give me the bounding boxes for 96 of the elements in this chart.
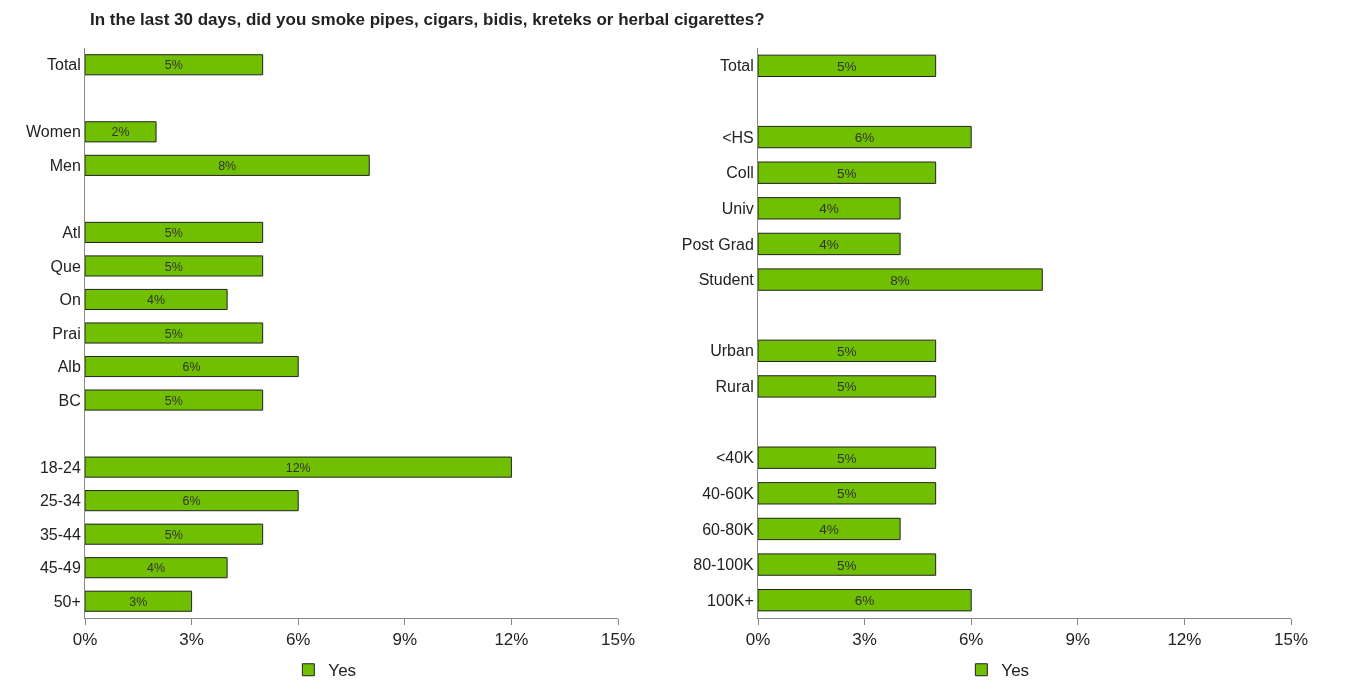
x-tick-label: 6% [285, 630, 311, 650]
bar [758, 232, 901, 256]
y-tick-label: Total [47, 56, 81, 74]
y-tick-label: Post Grad [681, 235, 754, 253]
data-label: 5% [837, 58, 857, 74]
bar [85, 355, 299, 378]
bar [85, 456, 512, 478]
bar [85, 221, 264, 243]
data-label: 5% [837, 379, 857, 395]
bar [85, 590, 193, 612]
data-label: 5% [837, 343, 857, 359]
bar [85, 389, 264, 411]
x-tick-label: 6% [958, 630, 984, 650]
y-tick-label: 40-60K [702, 484, 755, 502]
bar [758, 339, 937, 362]
x-tick-label: 0% [72, 630, 98, 650]
data-label: 5% [837, 165, 857, 181]
y-tick-label: Rural [715, 378, 754, 396]
y-tick-label: Prai [52, 324, 81, 342]
y-tick-label: 25-34 [39, 492, 81, 510]
bar [85, 255, 264, 277]
bar [758, 446, 937, 469]
y-tick-label: Men [49, 156, 81, 174]
data-label: 5% [164, 259, 183, 274]
data-label: 5% [164, 393, 183, 408]
data-label: 5% [164, 527, 183, 542]
data-label: 3% [129, 594, 148, 609]
bar [758, 125, 972, 149]
data-label: 4% [819, 201, 839, 217]
data-label: 5% [164, 58, 183, 73]
bar [85, 557, 228, 579]
y-tick-label: Student [698, 271, 755, 289]
x-tick-label: 3% [179, 630, 204, 650]
data-label: 5% [837, 450, 857, 466]
y-tick-label: 80-100K [693, 556, 755, 574]
x-tick-label: 0% [745, 630, 771, 650]
y-tick-label: Que [50, 257, 81, 275]
bar [85, 288, 228, 311]
bar [758, 589, 972, 612]
x-tick-label: 9% [1065, 630, 1091, 650]
data-label: 6% [182, 360, 201, 375]
data-label: 6% [182, 494, 201, 509]
data-label: 8% [890, 272, 910, 288]
y-tick-label: 50+ [53, 592, 81, 610]
y-tick-label: Coll [726, 164, 754, 182]
data-label: 5% [164, 225, 183, 240]
legend-label: Yes [1001, 661, 1030, 681]
bar [85, 54, 264, 76]
x-tick-label: 15% [600, 630, 636, 650]
y-tick-label: Alb [57, 358, 81, 376]
y-tick-label: On [59, 291, 81, 309]
bar [758, 517, 901, 541]
bar [758, 161, 937, 184]
data-label: 5% [837, 486, 857, 502]
y-tick-label: Urban [710, 342, 754, 360]
y-tick-label: 18-24 [39, 458, 81, 476]
bar [85, 121, 157, 143]
bar [85, 322, 264, 344]
legend-label: Yes [328, 661, 357, 681]
y-tick-label: 100K+ [707, 591, 754, 609]
data-label: 5% [837, 557, 857, 573]
bar [758, 197, 901, 220]
y-tick-label: BC [58, 391, 81, 409]
y-tick-label: 60-80K [702, 520, 755, 538]
y-tick-label: Total [720, 57, 754, 75]
bar [758, 54, 937, 77]
data-label: 4% [147, 561, 166, 576]
x-tick-label: 3% [852, 630, 877, 650]
bar [758, 482, 937, 505]
data-label: 5% [164, 326, 183, 341]
data-label: 2% [111, 125, 130, 140]
bar [85, 490, 299, 512]
data-label: 8% [218, 158, 237, 173]
data-label: 12% [285, 460, 311, 475]
y-tick-label: <HS [722, 128, 754, 146]
bar [85, 523, 264, 545]
x-tick-label: 9% [392, 630, 418, 650]
y-tick-label: Atl [62, 224, 81, 242]
data-label: 6% [854, 593, 875, 609]
chart-title: In the last 30 days, did you smoke pipes, cigars, bidis, kreteks or herbal cigarettes? [89, 9, 766, 31]
data-label: 6% [854, 130, 875, 146]
bar [758, 375, 937, 398]
y-tick-label: 45-49 [39, 559, 81, 577]
x-tick-label: 15% [1273, 630, 1309, 650]
data-label: 4% [819, 236, 839, 252]
bar [85, 154, 370, 176]
y-tick-label: Univ [721, 199, 754, 217]
y-tick-label: Women [25, 123, 81, 141]
data-label: 4% [147, 293, 166, 308]
x-tick-label: 12% [1167, 630, 1202, 650]
y-tick-label: 35-44 [39, 525, 81, 543]
data-label: 4% [819, 521, 839, 537]
x-tick-label: 12% [494, 630, 529, 650]
y-tick-label: <40K [715, 449, 755, 467]
bar [758, 553, 937, 576]
bar [758, 268, 1043, 291]
